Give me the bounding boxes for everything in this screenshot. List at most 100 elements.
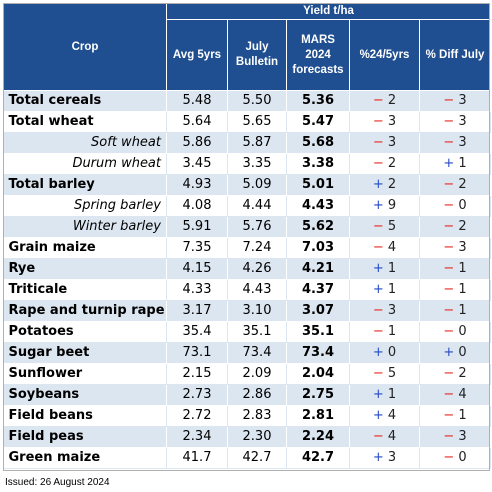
pct-value: 3 — [387, 303, 397, 318]
table-row: Green maize 41.7 42.7 42.7 + 3− 0 — [3, 447, 492, 469]
header-mars-forecast: MARS 2024 forecasts — [286, 19, 350, 91]
july-bulletin-value: 5.87 — [227, 132, 287, 154]
pct-diff-july-cell: − 4 — [419, 384, 492, 406]
pct-value: 3 — [458, 135, 467, 150]
minus-sign: − — [443, 324, 455, 339]
pct-value: 1 — [458, 408, 467, 423]
july-bulletin-value: 5.50 — [227, 90, 287, 112]
mars-forecast-value: 35.1 — [286, 321, 350, 343]
mars-forecast-value: 73.4 — [286, 342, 350, 364]
plus-sign: + — [372, 177, 384, 192]
pct-value: 4 — [387, 240, 397, 255]
table-row: Triticale 4.33 4.43 4.37 + 1− 1 — [3, 279, 492, 301]
pct-value: 3 — [387, 114, 397, 129]
pct-24-5yrs-cell: − 5 — [349, 363, 420, 385]
july-bulletin-value: 35.1 — [227, 321, 287, 343]
minus-sign: − — [372, 219, 384, 234]
pct-value: 3 — [458, 240, 467, 255]
avg-5yrs-value: 5.91 — [166, 216, 228, 238]
minus-sign: − — [443, 114, 455, 129]
pct-value: 0 — [458, 345, 467, 360]
pct-diff-july-cell: − 3 — [419, 90, 492, 112]
july-bulletin-value: 3.10 — [227, 300, 287, 322]
table-row: Winter barley 5.91 5.76 5.62− 5− 2 — [3, 216, 492, 238]
pct-diff-july-cell: − 0 — [419, 447, 492, 469]
pct-value: 2 — [458, 219, 467, 234]
pct-24-5yrs-cell: + 3 — [349, 447, 420, 469]
minus-sign: − — [443, 219, 455, 234]
plus-sign: + — [372, 261, 384, 276]
plus-sign: + — [372, 408, 384, 423]
pct-value: 4 — [387, 408, 397, 423]
pct-value: 2 — [458, 366, 467, 381]
mars-forecast-value: 5.47 — [286, 111, 350, 133]
plus-sign: + — [443, 156, 455, 171]
july-bulletin-value: 4.43 — [227, 279, 287, 301]
pct-value: 2 — [387, 156, 397, 171]
avg-5yrs-value: 2.34 — [166, 426, 228, 448]
avg-5yrs-value: 5.64 — [166, 111, 228, 133]
minus-sign: − — [443, 261, 455, 276]
table-row: Rye 4.15 4.26 4.21 + 1− 1 — [3, 258, 492, 280]
mars-forecast-value: 3.07 — [286, 300, 350, 322]
july-bulletin-value: 2.09 — [227, 363, 287, 385]
july-bulletin-value: 4.44 — [227, 195, 287, 217]
crop-name: Soybeans — [3, 384, 167, 406]
table-header: Crop Yield t/ha Avg 5yrs July Bulletin M… — [3, 3, 492, 91]
minus-sign: − — [372, 114, 384, 129]
mars-forecast-value: 2.81 — [286, 405, 350, 427]
pct-value: 0 — [458, 198, 467, 213]
minus-sign: − — [443, 282, 455, 297]
minus-sign: − — [443, 198, 455, 213]
crop-name: Rape and turnip rape — [3, 300, 167, 322]
minus-sign: − — [372, 303, 384, 318]
table-row: Sugar beet 73.1 73.4 73.4 + 0 + 0 — [3, 342, 492, 364]
july-bulletin-value: 4.26 — [227, 258, 287, 280]
pct-24-5yrs-cell: − 3 — [349, 111, 420, 133]
pct-diff-july-cell: − 0 — [419, 195, 492, 217]
pct-24-5yrs-cell: − 3 — [349, 132, 420, 154]
pct-diff-july-cell: − 1 — [419, 258, 492, 280]
yield-table: Crop Yield t/ha Avg 5yrs July Bulletin M… — [3, 3, 492, 469]
minus-sign: − — [443, 93, 455, 108]
july-bulletin-value: 42.7 — [227, 447, 287, 469]
pct-value: 3 — [458, 93, 467, 108]
pct-24-5yrs-cell: + 9 — [349, 195, 420, 217]
table-row: Spring barley 4.08 4.44 4.43 + 9− 0 — [3, 195, 492, 217]
avg-5yrs-value: 41.7 — [166, 447, 228, 469]
pct-24-5yrs-cell: − 4 — [349, 237, 420, 259]
avg-5yrs-value: 3.17 — [166, 300, 228, 322]
crop-name: Durum wheat — [3, 153, 167, 175]
header-avg-5yrs: Avg 5yrs — [166, 19, 228, 91]
crop-name: Potatoes — [3, 321, 167, 343]
pct-value: 1 — [387, 282, 397, 297]
pct-value: 3 — [387, 450, 397, 465]
mars-forecast-value: 5.68 — [286, 132, 350, 154]
crop-name: Field beans — [3, 405, 167, 427]
minus-sign: − — [443, 135, 455, 150]
july-bulletin-value: 2.86 — [227, 384, 287, 406]
mars-forecast-value: 2.24 — [286, 426, 350, 448]
pct-diff-july-cell: + 0 — [419, 342, 492, 364]
pct-24-5yrs-cell: − 5 — [349, 216, 420, 238]
minus-sign: − — [443, 408, 455, 423]
minus-sign: − — [443, 303, 455, 318]
minus-sign: − — [443, 450, 455, 465]
pct-value: 2 — [387, 93, 397, 108]
avg-5yrs-value: 4.15 — [166, 258, 228, 280]
minus-sign: − — [372, 366, 384, 381]
mars-forecast-value: 5.36 — [286, 90, 350, 112]
plus-sign: + — [372, 282, 384, 297]
table-row: Total barley 4.93 5.09 5.01 + 2− 2 — [3, 174, 492, 196]
plus-sign: + — [372, 345, 384, 360]
crop-name: Total barley — [3, 174, 167, 196]
mars-forecast-value: 5.01 — [286, 174, 350, 196]
pct-value: 1 — [458, 282, 467, 297]
header-pct-24-5yrs: %24/5yrs — [349, 19, 420, 91]
minus-sign: − — [372, 429, 384, 444]
pct-diff-july-cell: − 3 — [419, 426, 492, 448]
pct-value: 1 — [387, 324, 397, 339]
crop-name: Soft wheat — [3, 132, 167, 154]
pct-24-5yrs-cell: + 1 — [349, 258, 420, 280]
minus-sign: − — [372, 135, 384, 150]
